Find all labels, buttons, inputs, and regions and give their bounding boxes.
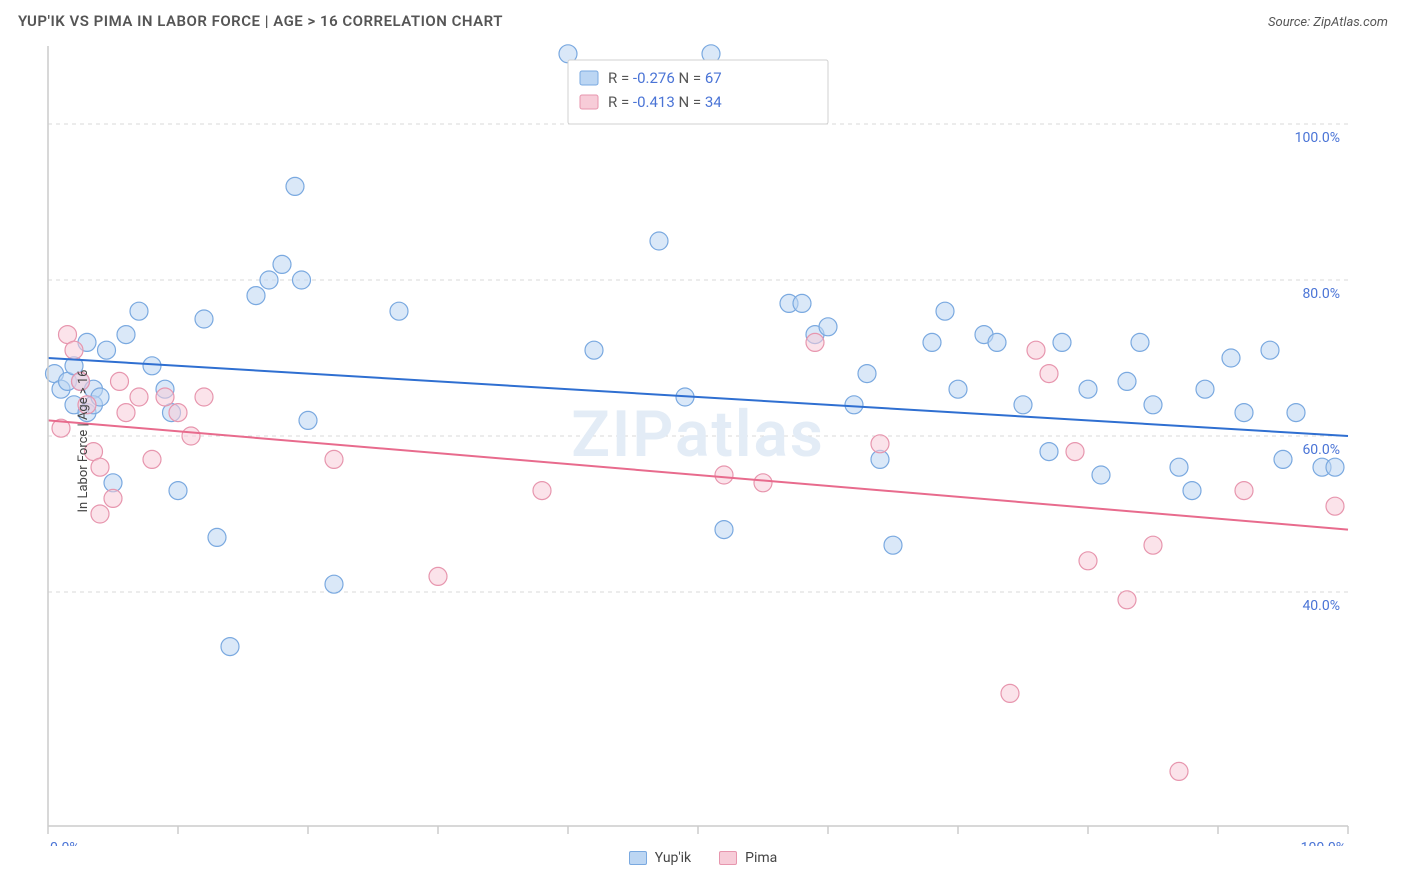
legend-label: Yup'ik	[655, 850, 691, 866]
data-point	[1079, 380, 1097, 398]
legend-item: Yup'ik	[629, 850, 691, 866]
data-point	[143, 357, 161, 375]
data-point	[819, 318, 837, 336]
legend-swatch	[580, 95, 598, 109]
data-point	[1170, 458, 1188, 476]
data-point	[169, 404, 187, 422]
data-point	[1131, 333, 1149, 351]
data-point	[858, 365, 876, 383]
data-point	[195, 310, 213, 328]
data-point	[1092, 466, 1110, 484]
data-point	[1027, 341, 1045, 359]
data-point	[130, 302, 148, 320]
data-point	[1222, 349, 1240, 367]
data-point	[208, 528, 226, 546]
data-point	[98, 341, 116, 359]
data-point	[1235, 482, 1253, 500]
legend-item: Pima	[719, 850, 777, 866]
data-point	[130, 388, 148, 406]
x-tick-label: 100.0%	[1301, 840, 1346, 846]
data-point	[1326, 458, 1344, 476]
data-point	[884, 536, 902, 554]
data-point	[247, 287, 265, 305]
legend-stat: R = -0.276 N = 67	[608, 69, 722, 87]
watermark: ZIPatlas	[571, 397, 825, 472]
y-tick-label: 100.0%	[1295, 130, 1340, 146]
legend-swatch	[629, 851, 647, 865]
y-tick-label: 60.0%	[1302, 442, 1340, 458]
data-point	[117, 404, 135, 422]
data-point	[754, 474, 772, 492]
data-point	[923, 333, 941, 351]
x-tick-label: 0.0%	[50, 840, 80, 846]
data-point	[111, 372, 129, 390]
data-point	[845, 396, 863, 414]
data-point	[533, 482, 551, 500]
data-point	[1235, 404, 1253, 422]
data-point	[715, 521, 733, 539]
data-point	[429, 567, 447, 585]
data-point	[1118, 372, 1136, 390]
y-axis-label: In Labor Force | Age > 16	[76, 370, 91, 513]
data-point	[325, 450, 343, 468]
data-point	[1326, 497, 1344, 515]
y-tick-label: 80.0%	[1302, 286, 1340, 302]
data-point	[1079, 552, 1097, 570]
data-point	[871, 435, 889, 453]
data-point	[1144, 396, 1162, 414]
chart-title: YUP'IK VS PIMA IN LABOR FORCE | AGE > 16…	[18, 12, 503, 30]
data-point	[104, 489, 122, 507]
legend-swatch	[719, 851, 737, 865]
data-point	[169, 482, 187, 500]
data-point	[293, 271, 311, 289]
data-point	[91, 505, 109, 523]
data-point	[1040, 443, 1058, 461]
stats-legend: R = -0.276 N = 67 R = -0.413 N = 34	[568, 60, 828, 124]
data-point	[1014, 396, 1032, 414]
footer-legend: Yup'ik Pima	[18, 850, 1388, 866]
data-point	[988, 333, 1006, 351]
data-point	[117, 326, 135, 344]
data-point	[1261, 341, 1279, 359]
data-point	[390, 302, 408, 320]
data-point	[715, 466, 733, 484]
data-point	[182, 427, 200, 445]
data-point	[91, 458, 109, 476]
data-point	[585, 341, 603, 359]
data-point	[949, 380, 967, 398]
legend-swatch	[580, 71, 598, 85]
data-point	[1066, 443, 1084, 461]
data-point	[195, 388, 213, 406]
chart-header: YUP'IK VS PIMA IN LABOR FORCE | AGE > 16…	[18, 12, 1388, 30]
legend-stat: R = -0.413 N = 34	[608, 93, 722, 111]
data-point	[1287, 404, 1305, 422]
legend-label: Pima	[745, 850, 777, 866]
data-point	[1144, 536, 1162, 554]
data-point	[1274, 450, 1292, 468]
data-point	[286, 177, 304, 195]
data-point	[1118, 591, 1136, 609]
data-point	[156, 388, 174, 406]
data-point	[143, 450, 161, 468]
data-point	[325, 575, 343, 593]
data-point	[1040, 365, 1058, 383]
data-point	[221, 638, 239, 656]
data-point	[299, 411, 317, 429]
data-point	[793, 294, 811, 312]
data-point	[1053, 333, 1071, 351]
data-point	[65, 341, 83, 359]
correlation-scatter-chart: 40.0% 60.0% 80.0% 100.0% ZIPatlas 0.0% 100.0% R…	[18, 36, 1358, 846]
y-tick-label: 40.0%	[1302, 598, 1340, 614]
data-point	[806, 333, 824, 351]
data-point	[1183, 482, 1201, 500]
data-point	[936, 302, 954, 320]
chart-source: Source: ZipAtlas.com	[1268, 15, 1388, 30]
data-point	[260, 271, 278, 289]
data-point	[1001, 684, 1019, 702]
chart-container: In Labor Force | Age > 16 40.0% 60.0% 80.0…	[18, 36, 1388, 846]
data-point	[1196, 380, 1214, 398]
data-point	[1170, 762, 1188, 780]
data-point	[650, 232, 668, 250]
data-point	[273, 255, 291, 273]
